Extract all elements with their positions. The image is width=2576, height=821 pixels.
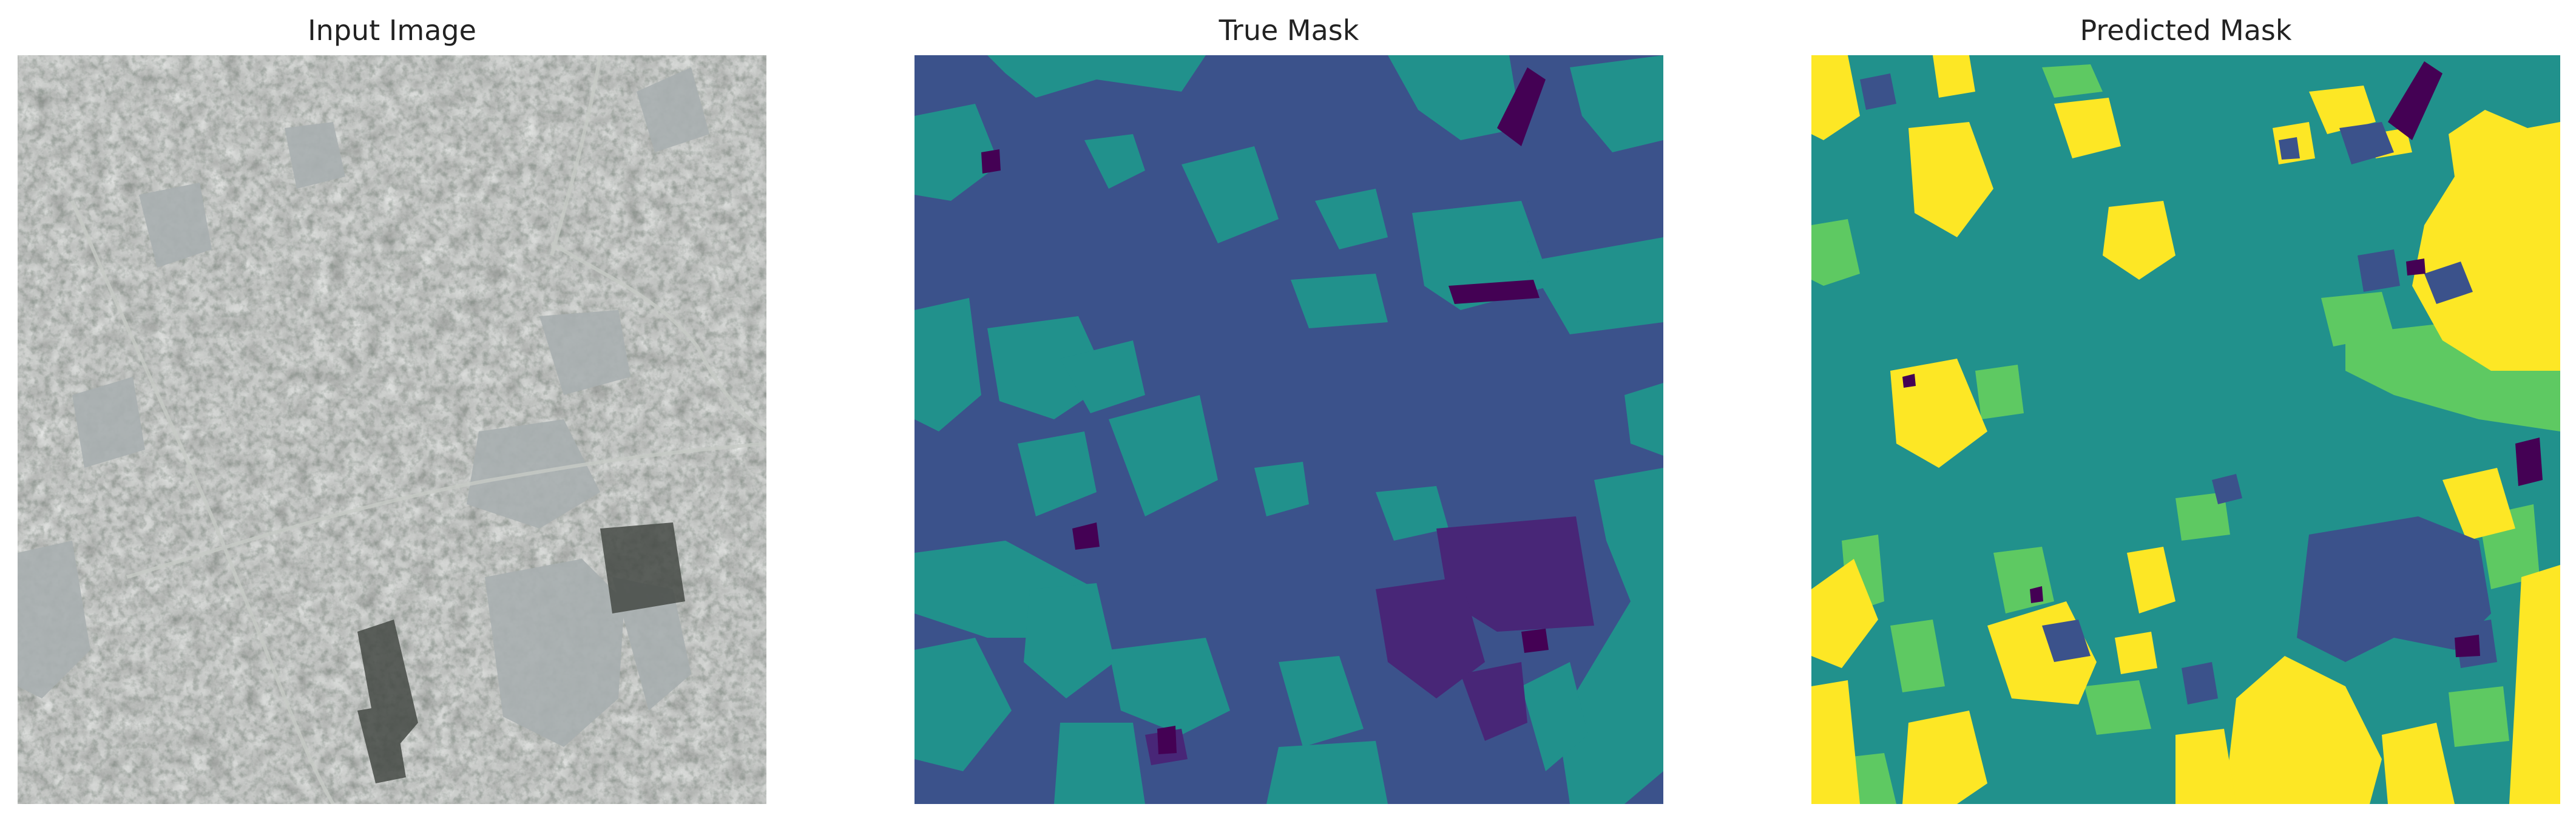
input-image-title: Input Image [308, 14, 476, 47]
predicted-mask-image [1811, 55, 2560, 804]
predicted-mask-panel: Predicted Mask [1811, 0, 2560, 821]
true-mask-panel: True Mask [914, 0, 1663, 821]
predicted-mask-title: Predicted Mask [2080, 14, 2292, 47]
input-image-panel: Input Image [18, 0, 766, 821]
input-image [18, 55, 766, 804]
true-mask-image [914, 55, 1663, 804]
true-mask-title: True Mask [1219, 14, 1359, 47]
